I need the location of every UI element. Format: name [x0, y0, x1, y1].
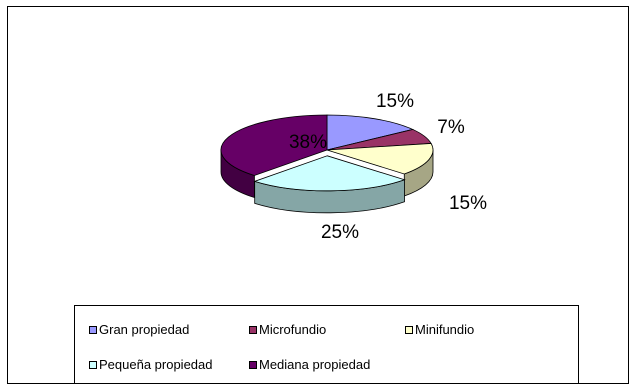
legend-label: Gran propiedad: [99, 322, 189, 337]
pie-label-gran: 15%: [376, 91, 414, 112]
legend-item-gran: Gran propiedad: [89, 322, 189, 337]
pie-label-microfundio: 7%: [437, 117, 465, 138]
legend-label: Microfundio: [259, 322, 326, 337]
legend: Gran propiedad Microfundio Minifundio Pe…: [74, 305, 579, 384]
pie-label-minifundio: 15%: [449, 193, 487, 214]
legend-swatch: [249, 361, 257, 369]
pie-label-mediana: 38%: [289, 132, 327, 153]
legend-label: Mediana propiedad: [259, 357, 370, 372]
legend-item-micro: Microfundio: [249, 322, 326, 337]
legend-label: Minifundio: [415, 322, 474, 337]
legend-swatch: [249, 326, 257, 334]
legend-item-mediana: Mediana propiedad: [249, 357, 370, 372]
legend-item-pequena: Pequeña propiedad: [89, 357, 213, 372]
chart-frame: 15% 7% 15% 25% 38% Gran propiedad Microfundi…: [7, 6, 629, 384]
legend-item-mini: Minifundio: [405, 322, 474, 337]
legend-label: Pequeña propiedad: [99, 357, 213, 372]
legend-swatch: [89, 361, 97, 369]
pie-label-pequena: 25%: [321, 222, 359, 243]
legend-swatch: [405, 326, 413, 334]
legend-swatch: [89, 326, 97, 334]
